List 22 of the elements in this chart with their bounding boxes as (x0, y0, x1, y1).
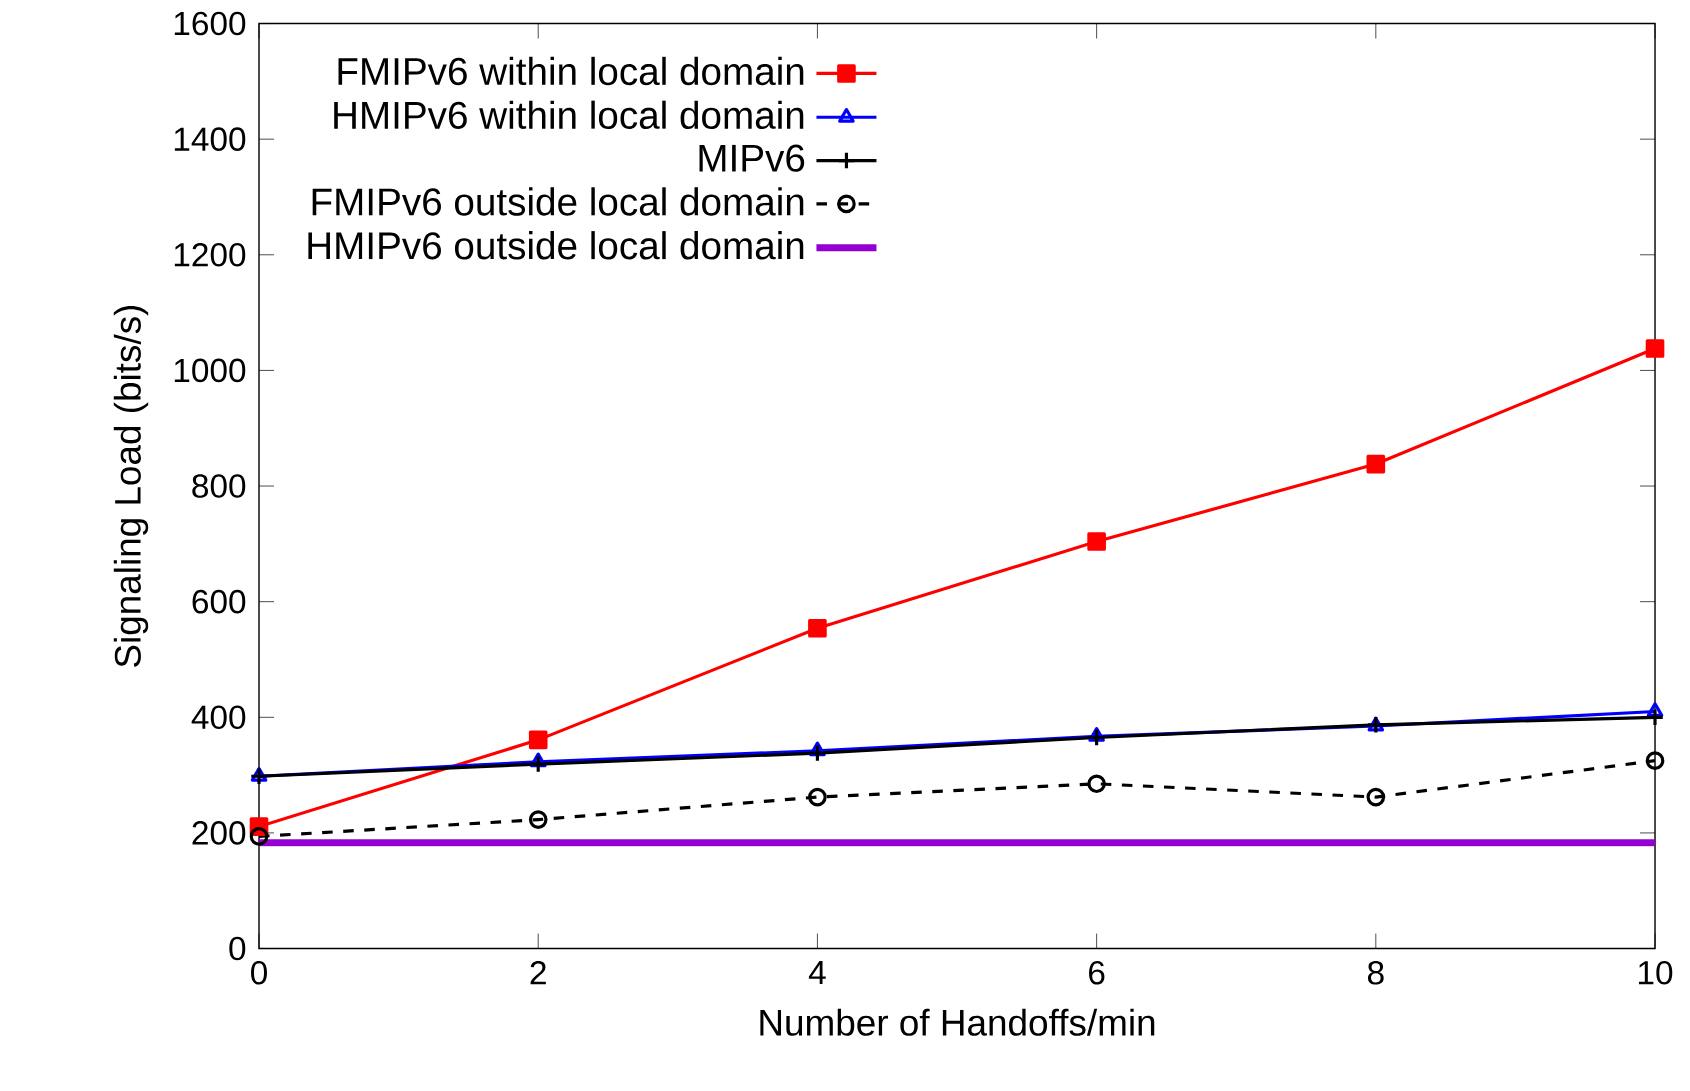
y-tick-label: 800 (192, 474, 246, 499)
x-tick-label: 0 (251, 961, 267, 985)
x-tick-label: 8 (1367, 961, 1384, 985)
x-tick-label: 10 (1638, 961, 1673, 985)
y-tick-label: 0 (229, 936, 246, 961)
y-tick-label: 200 (192, 821, 246, 845)
y-tick-label: 1600 (174, 11, 246, 36)
x-tick-label: 4 (808, 961, 826, 985)
y-axis-title: Signaling Load (bits/s) (113, 306, 149, 668)
y-tick-label: 1400 (174, 127, 246, 152)
legend-label: FMIPv6 within local domain (338, 57, 804, 86)
legend-label: MIPv6 (699, 144, 805, 173)
legend-label: FMIPv6 outside local domain (312, 187, 804, 216)
y-tick-label: 1200 (174, 243, 246, 267)
x-axis-title: Number of Handoffs/min (760, 1008, 1155, 1037)
x-tick-label: 2 (530, 961, 546, 985)
x-tick-label: 6 (1089, 961, 1105, 985)
y-tick-label: 600 (192, 590, 246, 614)
y-tick-label: 400 (191, 705, 246, 730)
legend-label: HMIPv6 within local domain (334, 100, 804, 130)
legend-label: HMIPv6 outside local domain (308, 231, 804, 260)
y-tick-label: 1000 (174, 358, 246, 383)
